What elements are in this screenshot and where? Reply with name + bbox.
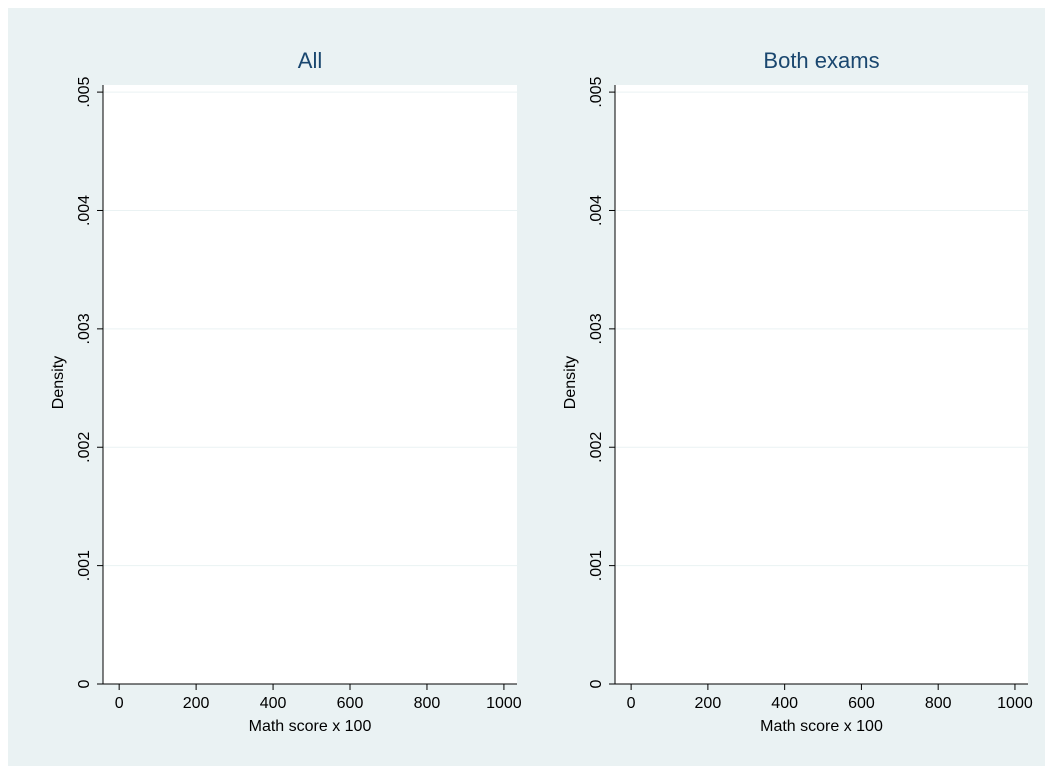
x-tick-label: 400 [771,695,798,712]
y-axis-title: Density [562,356,579,409]
y-tick-label: .002 [588,432,605,463]
x-tick-label: 1000 [997,695,1033,712]
y-tick-label: .001 [76,550,93,581]
y-tick-label: .002 [76,432,93,463]
plot-area [615,85,1028,684]
y-tick-label: .001 [588,550,605,581]
x-tick-label: 200 [183,695,210,712]
chart-title: Both exams [763,48,879,73]
x-tick-label: 600 [848,695,875,712]
y-tick-label: .005 [588,76,605,107]
y-axis-title: Density [50,356,67,409]
x-tick-label: 600 [337,695,364,712]
y-tick-label: .004 [76,195,93,226]
x-tick-label: 800 [925,695,952,712]
y-tick-label: .005 [76,76,93,107]
x-tick-label: 0 [115,695,124,712]
x-tick-label: 200 [695,695,722,712]
x-axis-title: Math score x 100 [249,718,372,735]
y-tick-label: .003 [76,313,93,344]
y-tick-label: 0 [588,679,605,688]
y-tick-label: .004 [588,195,605,226]
x-tick-label: 1000 [486,695,522,712]
x-tick-label: 400 [260,695,287,712]
y-tick-label: 0 [76,679,93,688]
x-tick-label: 800 [414,695,441,712]
y-tick-label: .003 [588,313,605,344]
chart-title: All [298,48,322,73]
plot-area [103,85,517,684]
x-tick-label: 0 [627,695,636,712]
x-axis-title: Math score x 100 [760,718,883,735]
